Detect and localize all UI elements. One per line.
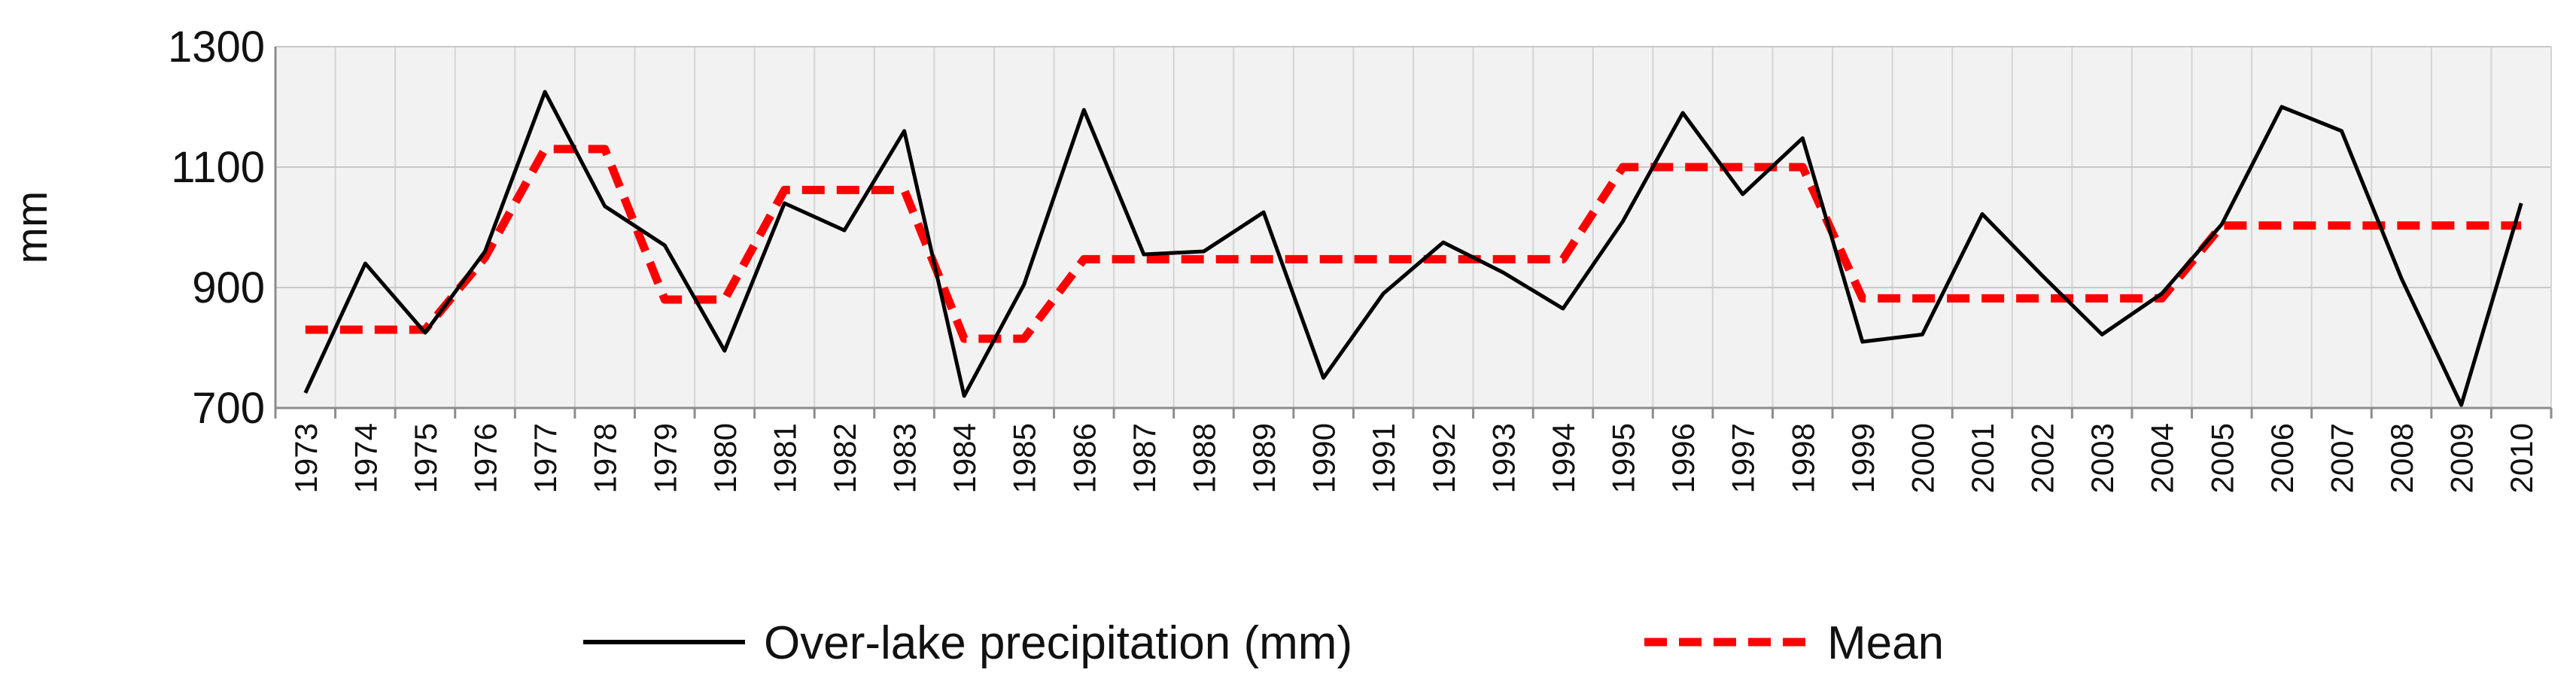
series-line-precipitation	[303, 90, 2523, 407]
x-tick-label: 2004	[2145, 423, 2180, 493]
legend-label-precipitation: Over-lake precipitation (mm)	[764, 617, 1352, 669]
x-tick-label: 1974	[348, 423, 383, 493]
x-tick-label: 2010	[2504, 423, 2539, 493]
x-tick-label: 2001	[1965, 423, 2000, 493]
x-tick-label: 1990	[1306, 423, 1342, 493]
x-tick-label: 1985	[1007, 423, 1042, 493]
y-tick-label: 1100	[171, 143, 265, 192]
x-tick-label: 1973	[288, 423, 324, 493]
x-tick-label: 1996	[1665, 423, 1701, 493]
x-tick-label: 1995	[1606, 423, 1641, 493]
x-tick-label: 1975	[408, 423, 443, 493]
x-tick-label: 1978	[588, 423, 623, 493]
x-tick-label: 2003	[2085, 423, 2120, 493]
x-tick-label: 1989	[1246, 423, 1282, 493]
x-tick-label: 1998	[1785, 423, 1820, 493]
x-tick-label: 1993	[1486, 423, 1521, 493]
x-tick-label: 2000	[1905, 423, 1940, 493]
y-tick-label: 900	[192, 263, 265, 312]
x-tick-labels: 1973 1974 1975 1976 1977 1978 1979 1980 1981 1982…	[288, 423, 2539, 493]
x-tick-label: 1986	[1066, 423, 1102, 493]
x-tick-label: 2006	[2264, 423, 2300, 493]
legend-label-mean: Mean	[1827, 617, 1944, 669]
y-tick-label: 700	[192, 384, 265, 433]
x-tick-label: 1984	[947, 423, 982, 493]
x-tick-label: 2005	[2204, 423, 2240, 493]
y-tick-label: 1300	[168, 23, 265, 72]
x-tick-label: 1979	[647, 423, 683, 493]
x-tick-label: 1983	[887, 423, 923, 493]
x-tick-label: 1980	[707, 423, 743, 493]
x-tick-label: 1988	[1186, 423, 1221, 493]
axes	[274, 47, 2553, 419]
x-tick-label: 2002	[2025, 423, 2060, 493]
x-tick-label: 1991	[1366, 423, 1401, 493]
x-tick-label: 1982	[827, 423, 862, 493]
x-tick-label: 1997	[1726, 423, 1761, 493]
x-tick-label: 1994	[1546, 423, 1581, 493]
x-tick-label: 1981	[767, 423, 802, 493]
x-tick-label: 1992	[1426, 423, 1461, 493]
series-line-mean	[305, 145, 2522, 343]
x-tick-label: 1987	[1127, 423, 1162, 493]
x-tick-label: 2008	[2384, 423, 2419, 493]
legend: Over-lake precipitation (mm) Mean	[583, 617, 1944, 669]
x-tick-label: 1976	[468, 423, 503, 493]
y-tick-labels: 700 900 1100 1300	[168, 23, 265, 433]
y-axis-label: mm	[8, 191, 56, 264]
series-lines	[303, 90, 2523, 407]
x-tick-label: 1977	[528, 423, 563, 493]
x-tick-label: 2007	[2324, 423, 2359, 493]
x-tick-label: 1999	[1845, 423, 1881, 493]
x-tick-label: 2009	[2444, 423, 2480, 493]
